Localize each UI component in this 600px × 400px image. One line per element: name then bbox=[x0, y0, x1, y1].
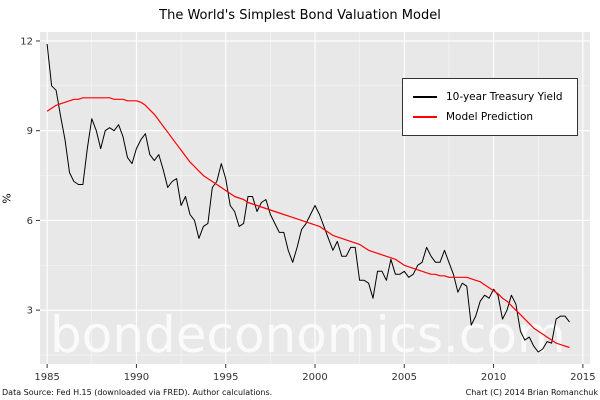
y-tick-label: 9 bbox=[27, 126, 33, 137]
x-tick-label: 1995 bbox=[213, 372, 238, 383]
footer-copyright: Chart (C) 2014 Brian Romanchuk bbox=[465, 388, 598, 397]
legend-label: Model Prediction bbox=[446, 111, 534, 123]
x-tick-label: 1985 bbox=[34, 372, 59, 383]
x-tick-label: 2000 bbox=[302, 372, 327, 383]
y-tick-label: 12 bbox=[20, 36, 33, 47]
legend-item: Model Prediction bbox=[413, 107, 563, 127]
series-line-1 bbox=[46, 97, 570, 349]
watermark: bondeconomics.com bbox=[50, 306, 566, 364]
series-line-0 bbox=[46, 43, 570, 353]
x-tick-label: 2005 bbox=[392, 372, 417, 383]
legend-item: 10-year Treasury Yield bbox=[413, 87, 563, 107]
x-tick-label: 1990 bbox=[124, 372, 149, 383]
x-tick-label: 2010 bbox=[481, 372, 506, 383]
footer-source-note: Data Source: Fed H.15 (downloaded via FR… bbox=[2, 388, 273, 397]
y-tick-label: 6 bbox=[27, 216, 33, 227]
legend-line-sample bbox=[413, 96, 437, 98]
chart-title: The World's Simplest Bond Valuation Mode… bbox=[159, 8, 441, 23]
legend: 10-year Treasury Yield Model Prediction bbox=[402, 78, 578, 136]
x-tick-label: 2015 bbox=[570, 372, 595, 383]
legend-label: 10-year Treasury Yield bbox=[446, 91, 563, 103]
legend-line-sample bbox=[413, 116, 437, 118]
y-tick-label: 3 bbox=[27, 306, 33, 317]
